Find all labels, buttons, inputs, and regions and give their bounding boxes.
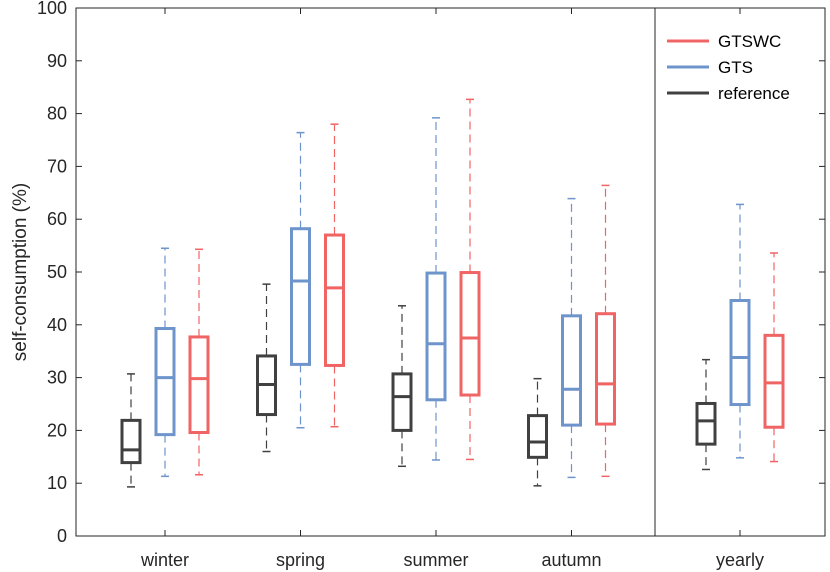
box-GTS-winter bbox=[154, 247, 176, 478]
y-tick-label: 70 bbox=[47, 156, 67, 176]
box-reference-autumn bbox=[527, 377, 548, 487]
y-axis-title: self-consumption (%) bbox=[10, 183, 31, 361]
x-tick-label-spring: spring bbox=[276, 550, 325, 570]
iqr-box bbox=[154, 326, 176, 437]
iqr-box bbox=[425, 271, 447, 402]
y-tick-label: 20 bbox=[47, 420, 67, 440]
y-tick-label: 0 bbox=[57, 526, 67, 546]
box-GTSWC-winter bbox=[188, 248, 210, 476]
box-GTS-summer bbox=[425, 117, 447, 461]
box-GTSWC-autumn bbox=[595, 184, 616, 478]
box-GTS-autumn bbox=[561, 197, 582, 479]
iqr-box bbox=[695, 401, 717, 446]
iqr-box bbox=[561, 314, 582, 427]
y-tick-label: 90 bbox=[47, 51, 67, 71]
iqr-box bbox=[763, 333, 785, 429]
legend-label-GTSWC: GTSWC bbox=[718, 32, 781, 51]
iqr-box bbox=[120, 418, 142, 465]
y-tick-label: 50 bbox=[47, 262, 67, 282]
y-tick-label: 40 bbox=[47, 315, 67, 335]
x-tick-label-winter: winter bbox=[140, 550, 189, 570]
x-axis: winter spring summer autumn yearly bbox=[140, 8, 764, 570]
y-tick-label: 80 bbox=[47, 104, 67, 124]
box-reference-yearly bbox=[695, 358, 717, 471]
box-series bbox=[120, 98, 785, 488]
iqr-box bbox=[527, 414, 548, 459]
y-tick-label: 60 bbox=[47, 209, 67, 229]
iqr-box bbox=[391, 372, 413, 432]
legend-label-reference: reference bbox=[718, 84, 790, 103]
box-GTSWC-yearly bbox=[763, 252, 785, 463]
iqr-box bbox=[595, 312, 616, 426]
x-tick-label-yearly: yearly bbox=[716, 550, 764, 570]
box-GTSWC-summer bbox=[459, 98, 481, 461]
box-GTS-yearly bbox=[729, 203, 751, 459]
legend: GTSWC GTS reference bbox=[667, 32, 790, 103]
iqr-box bbox=[188, 335, 210, 435]
iqr-box bbox=[290, 227, 311, 366]
box-GTS-spring bbox=[290, 131, 311, 429]
y-tick-label: 10 bbox=[47, 473, 67, 493]
y-axis: 0 10 20 30 40 50 60 70 80 90 100 bbox=[37, 0, 825, 546]
y-tick-label: 100 bbox=[37, 0, 67, 18]
legend-label-GTS: GTS bbox=[718, 58, 753, 77]
iqr-box bbox=[459, 271, 481, 397]
iqr-box bbox=[324, 233, 345, 367]
x-tick-label-autumn: autumn bbox=[541, 550, 601, 570]
box-reference-summer bbox=[391, 305, 413, 468]
plot-area bbox=[75, 7, 826, 537]
x-tick-label-summer: summer bbox=[403, 550, 468, 570]
box-GTSWC-spring bbox=[324, 123, 345, 428]
box-reference-winter bbox=[120, 373, 142, 488]
y-tick-label: 30 bbox=[47, 368, 67, 388]
box-reference-spring bbox=[256, 283, 277, 453]
iqr-box bbox=[729, 299, 751, 407]
